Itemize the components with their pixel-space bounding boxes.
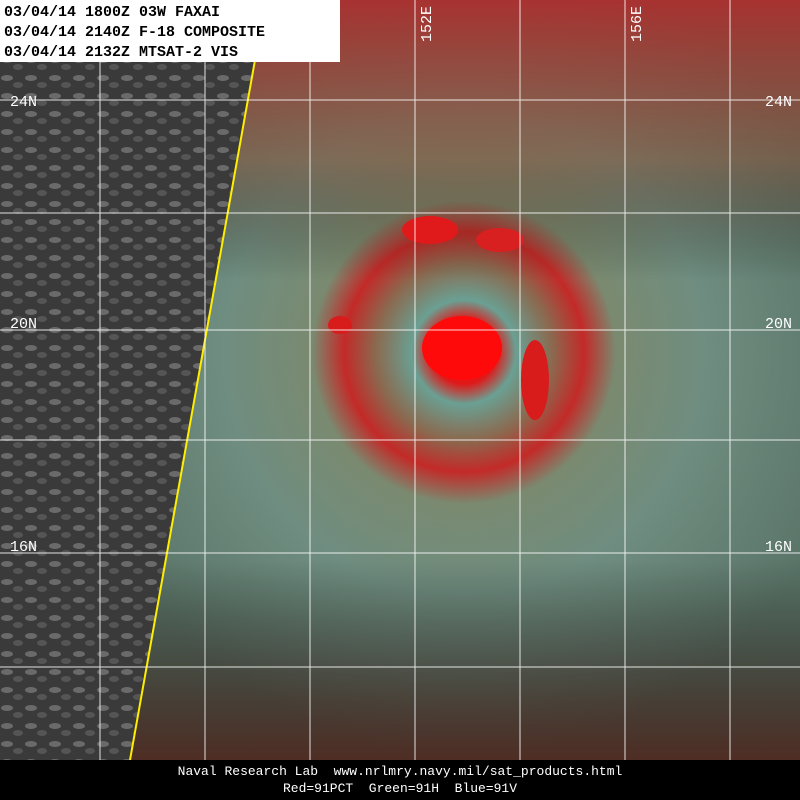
eyewall xyxy=(422,316,502,380)
lat-label: 24N xyxy=(765,94,792,111)
header-box xyxy=(0,0,340,62)
lat-label: 20N xyxy=(765,316,792,333)
lat-label: 24N xyxy=(10,94,37,111)
lat-label: 20N xyxy=(10,316,37,333)
lon-label: 156E xyxy=(629,6,646,42)
visible-swath xyxy=(0,0,255,760)
lat-label: 16N xyxy=(765,539,792,556)
rainband xyxy=(521,340,549,420)
lat-label: 16N xyxy=(10,539,37,556)
swath-edge xyxy=(129,59,256,761)
lon-label: 152E xyxy=(419,6,436,42)
grid xyxy=(0,0,800,760)
rainband xyxy=(402,216,458,244)
header-line: 03/04/14 2132Z MTSAT-2 VIS xyxy=(4,44,238,61)
rainband xyxy=(328,316,352,334)
footer-bar xyxy=(0,760,800,800)
footer-line: Naval Research Lab www.nrlmry.navy.mil/s… xyxy=(178,764,623,779)
footer-line: Red=91PCT Green=91H Blue=91V xyxy=(283,781,517,796)
header-line: 03/04/14 1800Z 03W FAXAI xyxy=(4,4,220,21)
rainband xyxy=(476,228,524,252)
header-line: 03/04/14 2140Z F-18 COMPOSITE xyxy=(4,24,265,41)
